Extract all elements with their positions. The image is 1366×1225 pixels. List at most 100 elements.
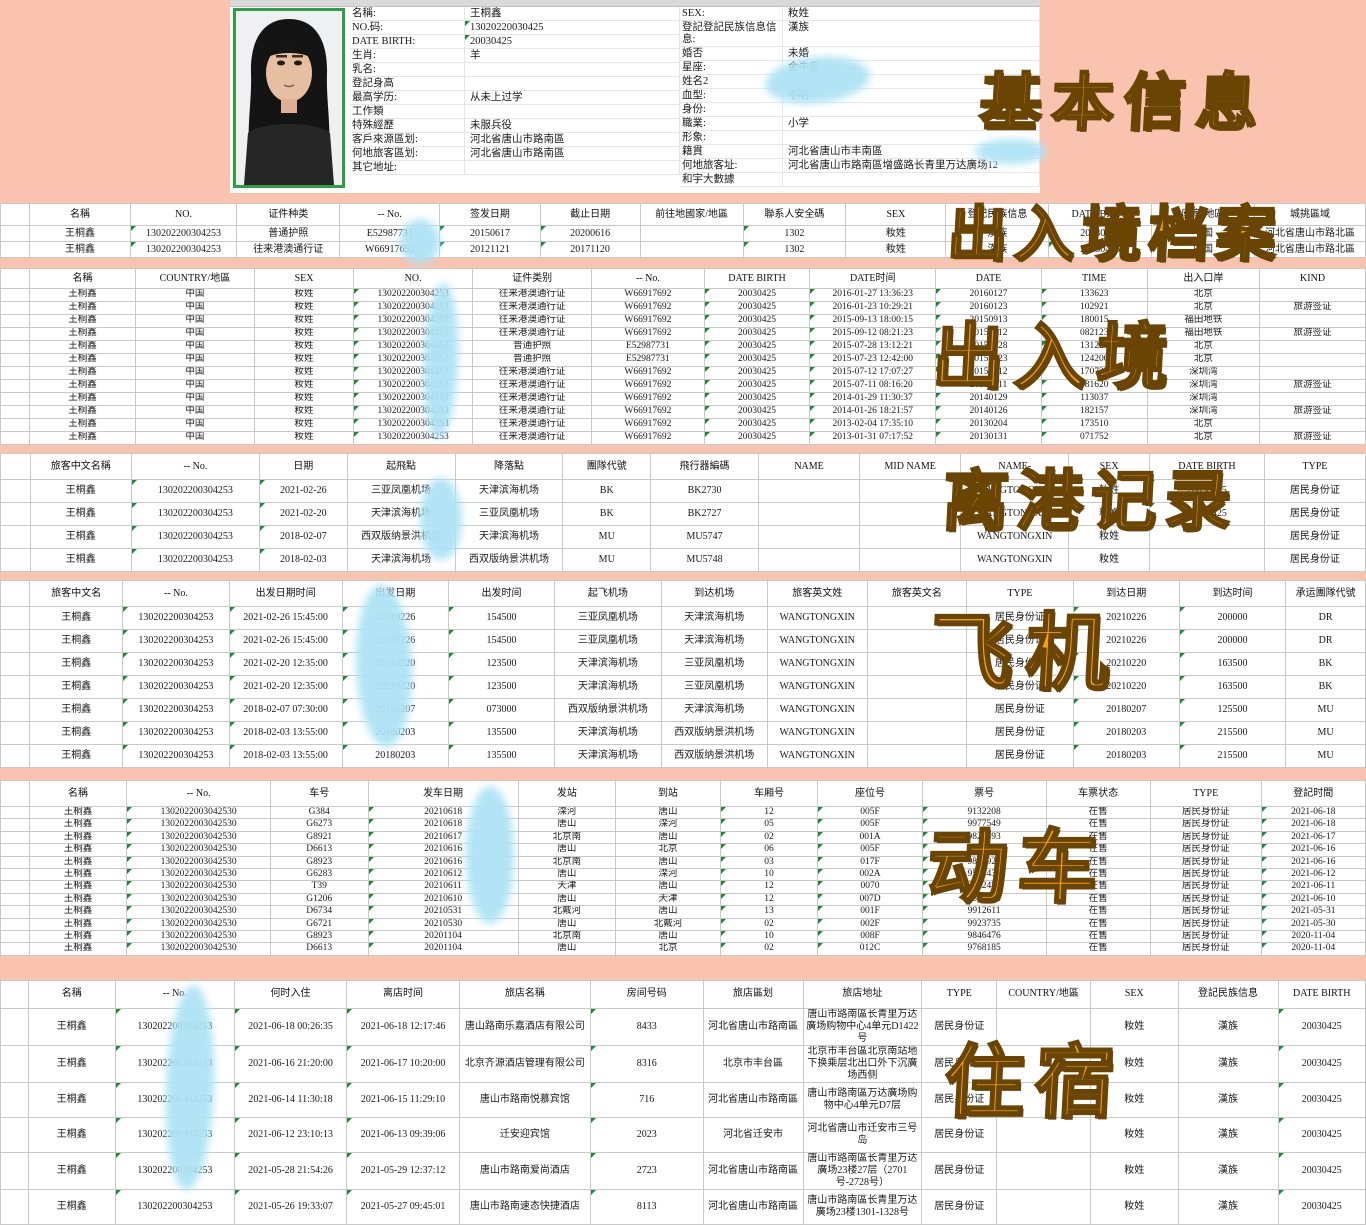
cell: 天津滨海机场 [554, 721, 662, 745]
field-value: 河北省唐山市路南區 [465, 133, 680, 146]
cell: 唐山 [517, 843, 617, 857]
cell: 20150913 [935, 314, 1042, 328]
profile-field: DATE BIRTH: 20030425 [350, 35, 680, 49]
cell: 唐山 [615, 905, 721, 919]
cell: 唐山市路南爱尚酒店 [458, 1151, 592, 1190]
cell: 2018-02-03 13:55:00 [228, 721, 343, 745]
cell: G6721 [269, 917, 369, 931]
cell: 2020-11-04 [1260, 929, 1366, 944]
column-header: NAME- [960, 453, 1070, 480]
column-header: 登記民族信息 [945, 203, 1050, 226]
cell: 2016-01-27 13:36:23 [809, 288, 937, 302]
profile-field: NO.码: 13020220030425 [350, 21, 680, 35]
column-header: 降落點 [454, 453, 564, 480]
cell: 北京市丰台區北京南站地下换乘层北出口外下沉廣场西侧 [802, 1044, 923, 1083]
cell: MU [562, 525, 652, 549]
cell [866, 629, 968, 653]
cell: 2723 [590, 1151, 704, 1190]
cell: 20030425 [703, 353, 811, 367]
cell: 20160127 [935, 288, 1042, 302]
cell: 20030425 [1277, 1081, 1366, 1118]
cell: 漢族 [1177, 1007, 1279, 1046]
cell: 10 [719, 929, 819, 944]
lodging-records-table: 名稱 -- No. 何时入住 离店时间 旅店名稱 房间号码 旅店區划 旅店地址 TYPE COUN… [0, 979, 1366, 1225]
cell: 9923735 [921, 917, 1047, 931]
cell: 017F [817, 855, 923, 869]
field-label: 登記身高 [350, 77, 465, 90]
table-row: 王桐鑫 130202200304253 2018-02-07 07:30:00 201… [0, 698, 1366, 722]
cell: 中国 [134, 392, 255, 406]
cell: 王桐鑫 [28, 805, 128, 820]
cell: 中国 [134, 405, 255, 419]
cell: 王桐鑫 [29, 698, 124, 722]
table-row: 王桐鑫 中国 籹姓 130202200304253 往来港澳通行证 W66917692 20… [0, 366, 1366, 380]
profile-fields-left: 名稱: 王桐鑫 NO.码: 13020220030425 DATE BIRTH: 2003… [350, 7, 680, 175]
cell: 王桐鑫 [29, 314, 136, 328]
cell: WANGTONGXIN [960, 479, 1070, 503]
field-label: 何地旅客區划: [350, 147, 465, 160]
column-header: TYPE [966, 580, 1074, 607]
column-header: 國家/地區 [1151, 203, 1255, 226]
cell: 北京 [1146, 418, 1261, 432]
table-row: 王桐鑫 中国 籹姓 130202200304253 往来港澳通行证 W66917692 20… [0, 301, 1366, 315]
cell: 籹姓 [253, 431, 355, 445]
cell: 1302022003042530 [126, 880, 271, 894]
cell: 漢族 [1177, 1188, 1279, 1225]
profile-field: 乳名: [350, 63, 680, 77]
cell: 王桐鑫 [29, 721, 124, 745]
cell [1259, 366, 1366, 380]
lead-column [0, 453, 31, 480]
profile-field: 最高学历: 从未上过学 [350, 91, 680, 105]
cell [1259, 392, 1366, 406]
cell: 籹姓 [1090, 1188, 1179, 1225]
column-header: DATE时间 [809, 268, 937, 289]
column-header: DATE BIRTH [1048, 203, 1153, 226]
cell: 1302022003042530 [126, 942, 271, 956]
cell: 1302022003042530 [126, 917, 271, 931]
cell: 居民身份证 [1263, 502, 1366, 526]
cell: 1302022003042530 [126, 892, 271, 907]
cell: 2021-06-10 [1260, 892, 1366, 907]
cell: 20030425 [703, 301, 811, 315]
cell [757, 548, 861, 572]
cell: 天津滨海机场 [660, 629, 768, 653]
cell [996, 1081, 1091, 1118]
profile-field: 何地旅客址: 河北省唐山市路南區增盛路长青里万达廣场12 [680, 159, 1040, 173]
cell: 天津滨海机场 [454, 525, 564, 549]
cell [996, 1116, 1091, 1153]
cell [866, 698, 968, 722]
lead-cell [0, 366, 31, 380]
field-label: 和宇大數據 [680, 173, 783, 186]
cell: 1302 [742, 241, 847, 258]
table-row: 王桐鑫 中国 籹姓 130202200304253 往来港澳通行证 W66917692 20… [0, 327, 1366, 341]
cell: 2014-01-26 18:21:57 [809, 405, 937, 419]
cell: 20030425 [703, 340, 811, 354]
profile-field: 婚否 未婚 [680, 47, 1040, 61]
cell: 2021-06-17 10:20:00 [346, 1044, 460, 1083]
cell: 深圳湾 [1146, 379, 1261, 393]
cell: 王桐鑫 [27, 1044, 116, 1083]
cell: 2021-02-26 [258, 479, 348, 503]
column-header: 旅客中文名 [29, 580, 124, 607]
cell: 130202200304253 [353, 353, 474, 367]
cell: 王桐鑫 [29, 241, 131, 258]
cell: 135500 [447, 721, 556, 745]
cell: 20140126 [935, 405, 1042, 419]
cell: 旅游签证 [1259, 379, 1366, 393]
cell: G8923 [269, 929, 369, 944]
cell: 迁安迎宾馆 [458, 1116, 592, 1153]
cell: 1302022003042530 [126, 843, 271, 857]
cell [859, 479, 962, 503]
cell: 2021-05-27 09:45:01 [346, 1188, 460, 1225]
cell: 2015-07-11 08:16:20 [809, 379, 937, 393]
cell: 天津 [517, 880, 617, 894]
cell: 1302022003042530 [126, 855, 271, 869]
cell: 河北省唐山市迁安市三号岛 [802, 1116, 923, 1153]
lead-cell [0, 1116, 29, 1153]
cell: 133623 [1040, 288, 1148, 302]
cell: 籹姓 [1090, 1116, 1179, 1153]
cell: 9912611 [921, 905, 1047, 919]
table-row: 王桐鑫 中国 籹姓 130202200304253 往来港澳通行证 W66917692 20… [0, 431, 1366, 445]
cell: 中国 [134, 340, 255, 354]
cell: 旅游签证 [1259, 301, 1366, 315]
